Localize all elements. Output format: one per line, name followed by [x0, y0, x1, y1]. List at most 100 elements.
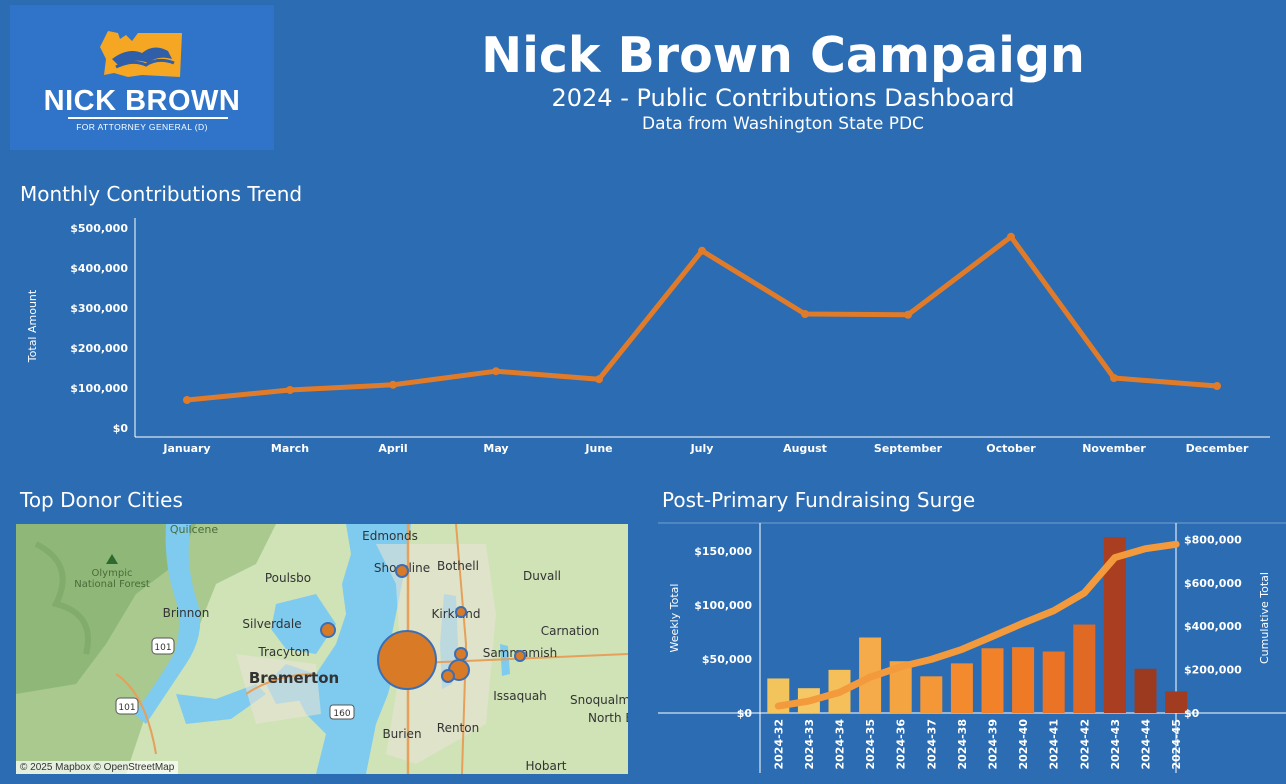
logo-name: NICK BROWN [43, 85, 241, 117]
surge-y-tick: $150,000 [694, 545, 752, 558]
map-place-label: Burien [382, 727, 421, 741]
surge-x-tick: 2024-39 [987, 719, 1000, 770]
surge-y-label: Weekly Total [668, 584, 681, 653]
map-place-label: Brinnon [163, 606, 210, 620]
surge-y2-tick: $0 [1184, 707, 1200, 720]
logo-divider [68, 117, 228, 119]
surge-x-tick: 2024-43 [1109, 719, 1122, 770]
surge-y2-tick: $400,000 [1184, 620, 1242, 633]
surge-x-tick: 2024-32 [772, 719, 785, 770]
surge-y-tick: $50,000 [702, 653, 752, 666]
map-place-label: Snoqualm [570, 693, 628, 707]
surge-x-tick: 2024-45 [1170, 719, 1183, 770]
trend-y-label: Total Amount [26, 289, 39, 363]
surge-x-tick: 2024-44 [1140, 719, 1153, 770]
trend-section-title: Monthly Contributions Trend [20, 182, 303, 206]
map-place-label: 101 [154, 643, 171, 653]
trend-point[interactable] [904, 310, 912, 319]
trend-x-tick: December [1186, 442, 1249, 455]
trend-x-tick: May [483, 442, 508, 455]
trend-x-tick: July [690, 442, 714, 455]
surge-y-tick: $100,000 [694, 599, 752, 612]
campaign-logo: NICK BROWN FOR ATTORNEY GENERAL (D) [10, 5, 274, 150]
trend-point[interactable] [595, 375, 603, 384]
trend-point[interactable] [183, 396, 191, 404]
trend-x-tick: August [783, 442, 827, 455]
trend-series-line [186, 234, 1218, 403]
trend-y-tick: $300,000 [70, 302, 128, 315]
trend-point[interactable] [492, 367, 500, 376]
weekly-bar[interactable] [1165, 691, 1188, 713]
city-bubble-bainbridge[interactable] [320, 622, 336, 638]
map-attribution[interactable]: © 2025 Mapbox © OpenStreetMap [16, 761, 179, 774]
weekly-bar[interactable] [1042, 651, 1065, 713]
data-source: Data from Washington State PDC [642, 114, 924, 134]
donor-cities-map[interactable]: Quilcene Olympic National Forest Poulsbo Bri… [16, 524, 628, 774]
city-bubble-kirkland[interactable] [455, 606, 467, 618]
trend-x-tick: November [1082, 442, 1146, 455]
cumulative-series-line [774, 540, 1180, 710]
trend-point[interactable] [801, 310, 809, 318]
trend-point[interactable] [1007, 232, 1015, 241]
map-place-label: Tracyton [257, 645, 309, 659]
trend-y-tick: $400,000 [70, 262, 128, 275]
surge-y2-label: Cumulative Total [1258, 572, 1271, 664]
trend-x-tick: January [162, 442, 210, 455]
trend-point[interactable] [389, 380, 397, 389]
surge-x-tick: 2024-35 [864, 719, 877, 770]
map-place-label: Quilcene [170, 524, 219, 536]
weekly-bar[interactable] [1134, 668, 1157, 713]
weekly-bar[interactable] [1103, 537, 1126, 713]
weekly-bar[interactable] [1073, 624, 1096, 713]
dashboard-title: Nick Brown Campaign [481, 27, 1085, 84]
trend-point[interactable] [1213, 382, 1221, 390]
weekly-bar[interactable] [1012, 647, 1035, 713]
surge-x-tick: 2024-36 [895, 719, 908, 770]
surge-y2-tick: $600,000 [1184, 577, 1242, 590]
surge-x-tick: 2024-42 [1078, 719, 1091, 770]
map-place-label: Olympic [92, 568, 133, 579]
surge-y2-tick: $200,000 [1184, 664, 1242, 677]
map-place-label: Bremerton [249, 669, 339, 687]
surge-x-tick: 2024-40 [1017, 719, 1030, 770]
trend-y-tick: $500,000 [70, 222, 128, 235]
weekly-bar[interactable] [920, 676, 943, 713]
map-place-label: Edmonds [362, 529, 418, 543]
city-bubble-shoreline[interactable] [395, 564, 409, 578]
map-place-label: Carnation [541, 624, 599, 638]
surge-x-tick: 2024-34 [834, 719, 847, 770]
city-bubble-sammamish[interactable] [514, 650, 526, 662]
weekly-bar[interactable] [889, 661, 912, 713]
surge-x-tick: 2024-37 [925, 719, 938, 770]
monthly-trend-chart[interactable]: $0 $100,000 $200,000 $300,000 $400,000 $500,0… [0, 210, 1286, 460]
trend-x-tick: March [271, 442, 309, 455]
dashboard-subtitle: 2024 - Public Contributions Dashboard [551, 84, 1015, 112]
trend-x-tick: April [378, 442, 407, 455]
trend-point[interactable] [698, 246, 706, 255]
trend-point[interactable] [286, 386, 294, 394]
washington-state-icon [100, 31, 182, 77]
forest-icon [106, 554, 118, 564]
surge-section-title: Post-Primary Fundraising Surge [662, 488, 976, 512]
city-bubble-newcastle[interactable] [441, 669, 455, 683]
surge-y-tick: $0 [737, 707, 753, 720]
weekly-surge-chart[interactable]: $0 $50,000 $100,000 $150,000 $0 $200,000 $400… [640, 515, 1286, 784]
trend-x-tick: September [874, 442, 943, 455]
trend-y-tick: $0 [113, 422, 129, 435]
map-place-label: Issaquah [493, 689, 547, 703]
trend-y-tick: $200,000 [70, 342, 128, 355]
cities-section-title: Top Donor Cities [20, 488, 183, 512]
map-place-label: Poulsbo [265, 571, 311, 585]
map-place-label: Duvall [523, 569, 561, 583]
route-101-icon [115, 697, 139, 715]
city-bubble-bellevue[interactable] [454, 647, 468, 661]
surge-x-tick: 2024-33 [803, 719, 816, 770]
route-101-icon [151, 637, 175, 655]
trend-x-tick: October [986, 442, 1036, 455]
trend-point[interactable] [1110, 374, 1118, 382]
weekly-bar[interactable] [950, 663, 973, 713]
map-place-label: Renton [437, 721, 479, 735]
city-bubble-seattle[interactable] [377, 630, 437, 690]
weekly-bar[interactable] [981, 648, 1004, 713]
